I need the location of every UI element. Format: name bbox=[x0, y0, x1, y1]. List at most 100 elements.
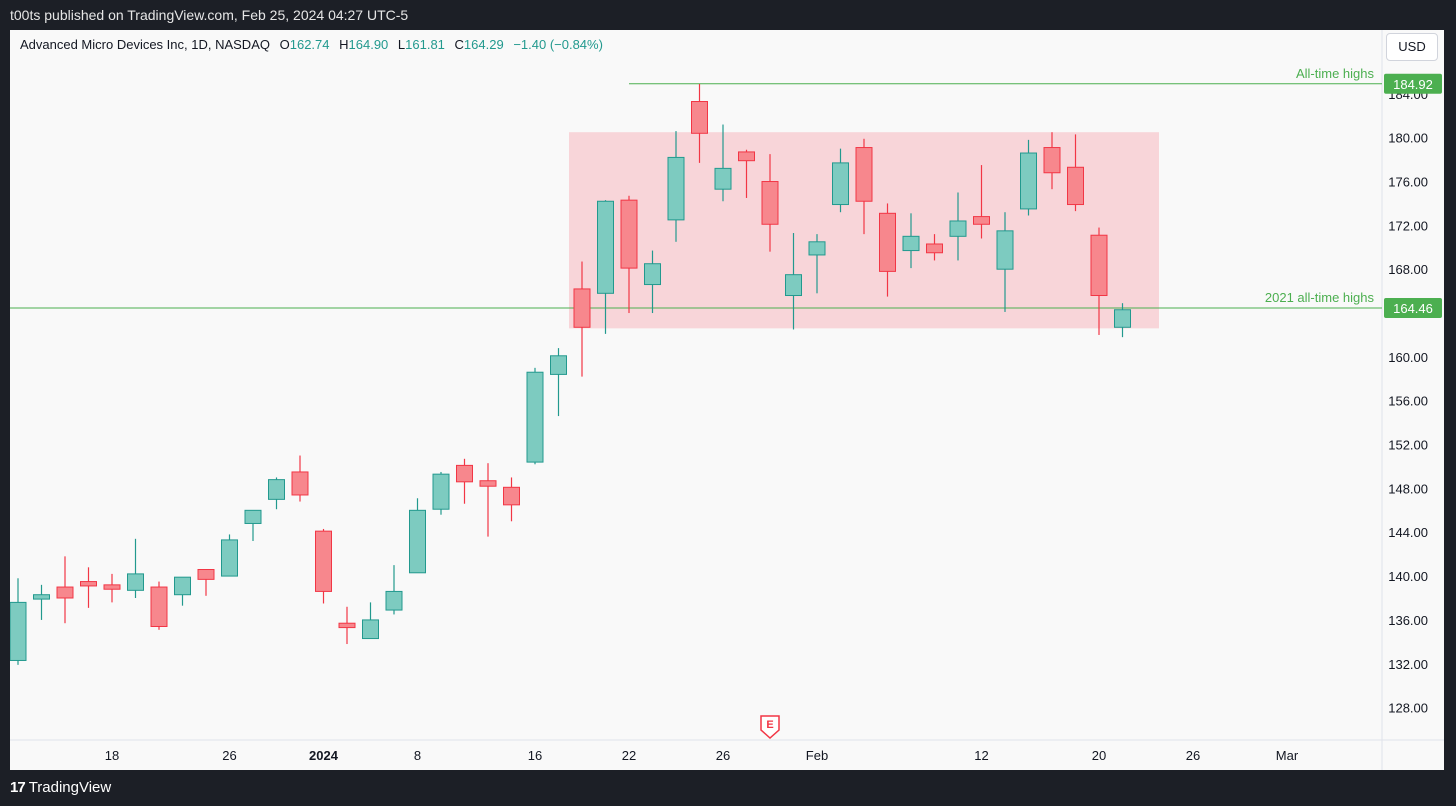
candle bbox=[691, 83, 708, 163]
x-tick-label: 8 bbox=[414, 748, 421, 763]
candle bbox=[291, 455, 309, 502]
candle bbox=[832, 148, 849, 213]
candle-body bbox=[268, 479, 285, 500]
candle bbox=[879, 203, 896, 297]
open-value: 162.74 bbox=[289, 37, 330, 52]
candle bbox=[597, 200, 614, 334]
candle-body bbox=[855, 147, 873, 202]
candle-body bbox=[714, 167, 732, 190]
candle-body bbox=[291, 471, 309, 496]
candle-body bbox=[103, 584, 121, 590]
candle-body bbox=[127, 573, 144, 591]
candle bbox=[1043, 132, 1061, 190]
candle bbox=[362, 602, 379, 640]
candle-body bbox=[761, 181, 779, 225]
tradingview-mark-icon: 17 bbox=[10, 779, 26, 796]
candle bbox=[526, 367, 544, 465]
candle bbox=[973, 165, 990, 239]
candle-body bbox=[174, 576, 191, 596]
low-value: 161.81 bbox=[405, 37, 445, 52]
all-time-highs-label: All-time highs bbox=[1296, 66, 1375, 81]
candle-body bbox=[949, 220, 967, 237]
y-tick-label: 132.00 bbox=[1388, 657, 1428, 672]
currency-button[interactable]: USD bbox=[1386, 33, 1438, 61]
candle-body bbox=[832, 162, 849, 206]
y-tick-label: 168.00 bbox=[1388, 262, 1428, 277]
candle-body bbox=[479, 480, 497, 487]
candle bbox=[221, 534, 238, 577]
x-tick-label: 12 bbox=[974, 748, 988, 763]
candle bbox=[550, 348, 567, 417]
candle-body bbox=[785, 274, 802, 297]
all-time-highs-price-label: 184.92 bbox=[1393, 77, 1433, 92]
x-tick-label: 22 bbox=[622, 748, 636, 763]
candle-body bbox=[996, 230, 1014, 270]
candle-body bbox=[315, 530, 332, 592]
candle bbox=[667, 131, 685, 242]
candle bbox=[174, 576, 191, 606]
candle bbox=[103, 573, 121, 603]
candle bbox=[996, 212, 1014, 312]
2021-all-time-highs-price-badge bbox=[1384, 297, 1442, 318]
candle bbox=[338, 606, 356, 645]
y-tick-label: 128.00 bbox=[1388, 701, 1428, 716]
publish-header: t00ts published on TradingView.com, Feb … bbox=[0, 0, 1456, 30]
candle bbox=[620, 195, 638, 314]
candle bbox=[385, 565, 403, 615]
candle-body bbox=[150, 586, 168, 627]
candle bbox=[197, 569, 215, 596]
symbol-legend: Advanced Micro Devices Inc, 1D, NASDAQ O… bbox=[20, 37, 603, 52]
change-value: −1.40 (−0.84%) bbox=[513, 37, 603, 52]
high-label: H bbox=[339, 37, 349, 52]
candle bbox=[268, 477, 285, 510]
chart-frame[interactable]: All-time highs 2021 all-time highs E 128.00… bbox=[10, 30, 1444, 770]
y-tick-label: 172.00 bbox=[1388, 218, 1428, 233]
candle-body bbox=[691, 101, 708, 134]
candle bbox=[315, 528, 332, 604]
candle bbox=[409, 498, 426, 574]
candle-body bbox=[362, 619, 379, 640]
2021-all-time-highs-label: 2021 all-time highs bbox=[1265, 290, 1375, 305]
low-label: L bbox=[397, 37, 406, 52]
candle bbox=[902, 213, 920, 269]
y-tick-label: 144.00 bbox=[1388, 525, 1428, 540]
candle-body bbox=[620, 199, 638, 269]
candlestick-chart[interactable]: All-time highs 2021 all-time highs E 128.00… bbox=[10, 30, 1444, 770]
candle bbox=[503, 477, 520, 522]
candle-body bbox=[1043, 147, 1061, 174]
candle-body bbox=[526, 371, 544, 463]
candle-body bbox=[644, 263, 661, 286]
candle-body bbox=[550, 355, 567, 375]
candle bbox=[56, 556, 74, 624]
candle bbox=[1090, 227, 1108, 335]
candle-body bbox=[808, 241, 826, 256]
candle-body bbox=[338, 622, 356, 629]
candle-body bbox=[573, 288, 591, 328]
x-tick-label: Mar bbox=[1276, 748, 1299, 763]
x-tick-label: 26 bbox=[1186, 748, 1200, 763]
x-tick-label: 18 bbox=[105, 748, 119, 763]
x-tick-label: 16 bbox=[528, 748, 542, 763]
footer-bar: 17 TradingView bbox=[0, 770, 1456, 806]
candle bbox=[949, 192, 967, 261]
candle bbox=[244, 509, 262, 542]
candle bbox=[738, 149, 755, 198]
candle bbox=[855, 138, 873, 235]
candle bbox=[926, 234, 943, 261]
candle bbox=[761, 154, 779, 252]
candle-body bbox=[738, 151, 755, 162]
tradingview-logo[interactable]: 17 TradingView bbox=[10, 779, 111, 797]
candle bbox=[714, 124, 732, 202]
candle-body bbox=[597, 200, 614, 294]
y-tick-label: 180.00 bbox=[1388, 131, 1428, 146]
close-value: 164.29 bbox=[463, 37, 504, 52]
symbol-name: Advanced Micro Devices Inc, 1D, NASDAQ bbox=[20, 37, 270, 52]
candle-body bbox=[56, 586, 74, 599]
candle-body bbox=[926, 243, 943, 254]
candle-body bbox=[385, 590, 403, 611]
x-tick-label: 2024 bbox=[309, 748, 339, 763]
candle bbox=[80, 567, 97, 608]
x-tick-label: 20 bbox=[1092, 748, 1106, 763]
2021-all-time-highs-price-label: 164.46 bbox=[1393, 301, 1433, 316]
candle bbox=[1020, 139, 1037, 216]
